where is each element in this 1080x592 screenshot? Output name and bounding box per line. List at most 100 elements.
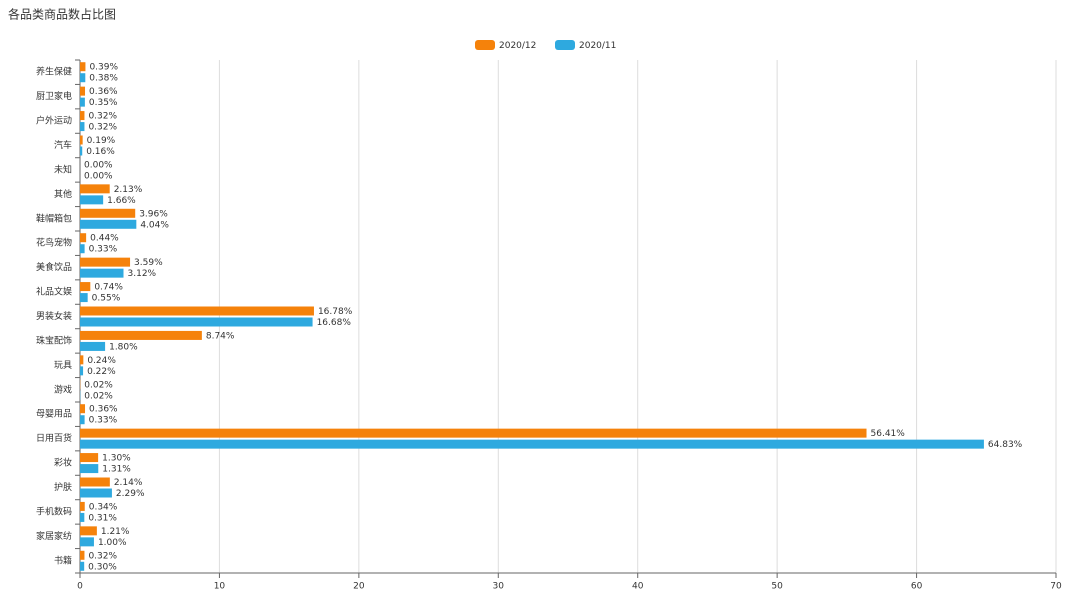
y-tick-label: 鞋帽箱包: [36, 212, 72, 224]
y-tick-label: 母婴用品: [36, 409, 72, 420]
value-label: 0.02%: [84, 391, 113, 401]
bar: [80, 404, 86, 414]
legend-swatch: [475, 40, 495, 50]
value-label: 0.24%: [87, 356, 116, 366]
bar: [80, 428, 867, 438]
value-label: 0.02%: [84, 380, 113, 390]
y-tick-label: 游戏: [54, 383, 72, 395]
y-tick-label: 家居家纺: [36, 530, 72, 542]
value-label: 4.04%: [140, 220, 169, 230]
value-label: 1.21%: [101, 527, 130, 537]
bar: [80, 330, 202, 340]
x-tick-label: 70: [1050, 582, 1062, 592]
x-tick-label: 50: [771, 582, 783, 592]
bar: [80, 366, 84, 376]
chart-title: 各品类商品数占比图: [8, 7, 116, 22]
value-label: 8.74%: [206, 331, 235, 341]
bar: [80, 122, 85, 132]
bar: [80, 135, 83, 145]
value-label: 56.41%: [871, 429, 906, 439]
bar: [80, 184, 110, 194]
x-tick-label: 30: [493, 582, 505, 592]
bar: [80, 111, 85, 121]
value-label: 0.33%: [89, 245, 118, 255]
bar: [80, 415, 85, 425]
value-label: 0.32%: [88, 112, 117, 122]
value-label: 0.36%: [89, 405, 118, 415]
bar: [80, 233, 87, 243]
bar: [80, 195, 104, 205]
y-tick-label: 书籍: [54, 554, 72, 566]
y-tick-label: 其他: [54, 188, 72, 200]
bar: [80, 293, 88, 303]
value-label: 0.55%: [92, 294, 121, 304]
value-label: 0.35%: [89, 98, 118, 108]
bar: [80, 244, 85, 254]
x-tick-label: 40: [632, 582, 644, 592]
value-label: 1.31%: [102, 465, 131, 475]
bar: [80, 317, 313, 327]
value-label: 1.00%: [98, 538, 127, 548]
bar: [80, 477, 110, 487]
legend-label: 2020/12: [499, 41, 536, 51]
legend-label: 2020/11: [579, 41, 616, 51]
x-tick-label: 20: [353, 582, 365, 592]
y-tick-label: 花鸟宠物: [36, 237, 72, 249]
value-label: 16.78%: [318, 307, 353, 317]
y-tick-label: 未知: [54, 163, 72, 175]
value-label: 16.68%: [317, 318, 352, 328]
value-label: 2.29%: [116, 489, 145, 499]
value-label: 3.59%: [134, 258, 163, 268]
bar: [80, 561, 85, 571]
bar: [80, 550, 85, 560]
y-tick-label: 养生保健: [36, 66, 72, 78]
x-tick-label: 10: [214, 582, 226, 592]
legend-swatch: [555, 40, 575, 50]
value-label: 0.44%: [90, 234, 119, 244]
bar: [80, 453, 99, 463]
y-tick-label: 手机数码: [36, 505, 72, 517]
y-tick-label: 汽车: [54, 139, 72, 151]
value-label: 1.80%: [109, 342, 138, 352]
bar: [80, 306, 314, 316]
x-tick-label: 60: [911, 582, 923, 592]
value-label: 0.32%: [88, 551, 117, 561]
value-label: 1.66%: [107, 196, 136, 206]
value-label: 0.16%: [86, 147, 115, 157]
bar: [80, 512, 85, 522]
value-label: 0.39%: [89, 63, 118, 73]
y-tick-label: 珠宝配饰: [36, 334, 72, 346]
bar: [80, 208, 136, 218]
x-tick-label: 0: [77, 582, 83, 592]
y-tick-label: 男装女装: [36, 310, 72, 322]
bar: [80, 73, 86, 83]
y-tick-label: 礼品文娱: [36, 286, 72, 298]
value-label: 64.83%: [988, 440, 1023, 450]
bar: [80, 219, 137, 229]
value-label: 0.34%: [89, 502, 118, 512]
value-label: 0.30%: [88, 562, 117, 572]
y-tick-label: 彩妆: [54, 457, 72, 469]
bar: [80, 268, 124, 278]
bar: [80, 537, 94, 547]
bar: [80, 86, 86, 96]
bar: [80, 282, 91, 292]
y-tick-label: 护肤: [54, 481, 72, 493]
y-tick-label: 厨卫家电: [36, 90, 72, 102]
y-tick-label: 玩具: [54, 360, 72, 371]
bar: [80, 488, 112, 498]
y-tick-label: 日用百货: [36, 432, 72, 444]
bar: [80, 501, 85, 511]
value-label: 2.14%: [114, 478, 143, 488]
value-label: 0.74%: [94, 283, 123, 293]
value-label: 0.00%: [84, 160, 113, 170]
bar: [80, 97, 85, 107]
value-label: 0.31%: [88, 513, 117, 523]
value-label: 1.30%: [102, 454, 131, 464]
value-label: 0.38%: [89, 74, 118, 84]
bar: [80, 355, 84, 365]
value-label: 0.00%: [84, 171, 113, 181]
value-label: 0.19%: [87, 136, 116, 146]
bar: [80, 439, 984, 449]
